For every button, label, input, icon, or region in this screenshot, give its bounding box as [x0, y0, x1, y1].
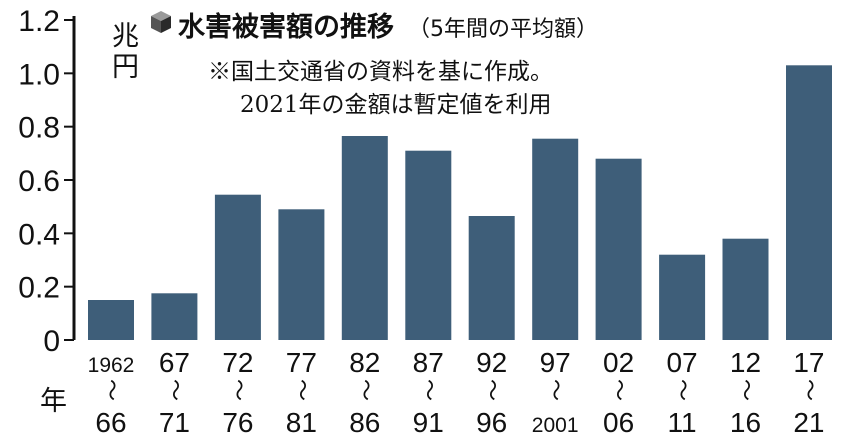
y-tick-label: 0.8	[18, 112, 60, 145]
x-category-start: 12	[730, 347, 761, 378]
y-tick-label: 0.2	[18, 272, 60, 305]
x-category-end: 21	[793, 407, 824, 438]
y-tick-label: 1.2	[18, 5, 60, 38]
x-range-mark: 〜	[352, 379, 377, 401]
bar	[722, 238, 769, 340]
bar	[659, 254, 706, 340]
y-tick-label: 0.4	[18, 218, 60, 251]
x-category-end: 96	[476, 407, 507, 438]
bar	[595, 158, 642, 340]
bar	[405, 150, 452, 340]
x-axis-labels: 1962〜6667〜7172〜7677〜8182〜8687〜9192〜9697〜…	[88, 347, 825, 438]
x-category-end: 71	[159, 407, 190, 438]
x-category-start: 92	[476, 347, 507, 378]
chart-subtitle: （5年間の平均額）	[408, 17, 598, 42]
x-category-start: 97	[540, 347, 571, 378]
chart-title-group: 水害被害額の推移 （5年間の平均額）	[151, 11, 598, 43]
bar	[151, 293, 198, 340]
provisional-note: 2021年の金額は暫定値を利用	[240, 92, 552, 118]
bar	[88, 300, 134, 340]
x-range-mark: 〜	[415, 379, 440, 401]
x-range-mark: 〜	[98, 379, 123, 401]
x-category-end: 91	[413, 407, 444, 438]
source-note: ※国土交通省の資料を基に作成。	[208, 59, 553, 85]
y-axis-ticks: 0 0.2 0.4 0.6 0.8 1.0 1.2	[18, 5, 74, 358]
x-range-mark: 〜	[796, 379, 821, 401]
x-category-start: 87	[413, 347, 444, 378]
bar	[341, 136, 388, 340]
x-range-mark: 〜	[669, 379, 694, 401]
x-category-start: 1962	[88, 354, 135, 377]
x-category-start: 07	[666, 347, 697, 378]
y-axis-unit-label: 兆円	[112, 21, 139, 83]
x-range-mark: 〜	[225, 379, 250, 401]
x-category-start: 77	[286, 347, 317, 378]
x-category-start: 17	[793, 347, 824, 378]
bars	[88, 65, 832, 341]
x-category-start: 02	[603, 347, 634, 378]
x-category-end: 76	[222, 407, 253, 438]
x-category-end: 11	[668, 407, 697, 438]
x-range-mark: 〜	[542, 379, 567, 401]
x-category-start: 82	[349, 347, 380, 378]
bar	[468, 216, 515, 340]
y-tick-label: 0.6	[18, 165, 60, 198]
y-tick-label: 0	[43, 325, 60, 358]
x-range-mark: 〜	[288, 379, 313, 401]
bar	[532, 138, 579, 340]
x-category-end: 81	[286, 407, 317, 438]
x-category-end: 2001	[532, 414, 579, 437]
x-category-end: 06	[603, 407, 634, 438]
x-axis-label: 年	[40, 386, 67, 417]
x-category-start: 67	[159, 347, 190, 378]
chart-title: 水害被害額の推移	[178, 11, 394, 43]
x-category-end: 16	[730, 407, 761, 438]
x-range-mark: 〜	[606, 379, 631, 401]
bar	[786, 65, 832, 341]
x-range-mark: 〜	[161, 379, 186, 401]
x-range-mark: 〜	[479, 379, 504, 401]
cube-icon	[151, 11, 171, 33]
x-category-end: 66	[95, 407, 126, 438]
x-category-start: 72	[222, 347, 253, 378]
x-category-end: 86	[349, 407, 380, 438]
y-tick-label: 1.0	[18, 58, 60, 91]
bar	[278, 209, 325, 340]
x-range-mark: 〜	[733, 379, 758, 401]
bar	[214, 194, 261, 340]
